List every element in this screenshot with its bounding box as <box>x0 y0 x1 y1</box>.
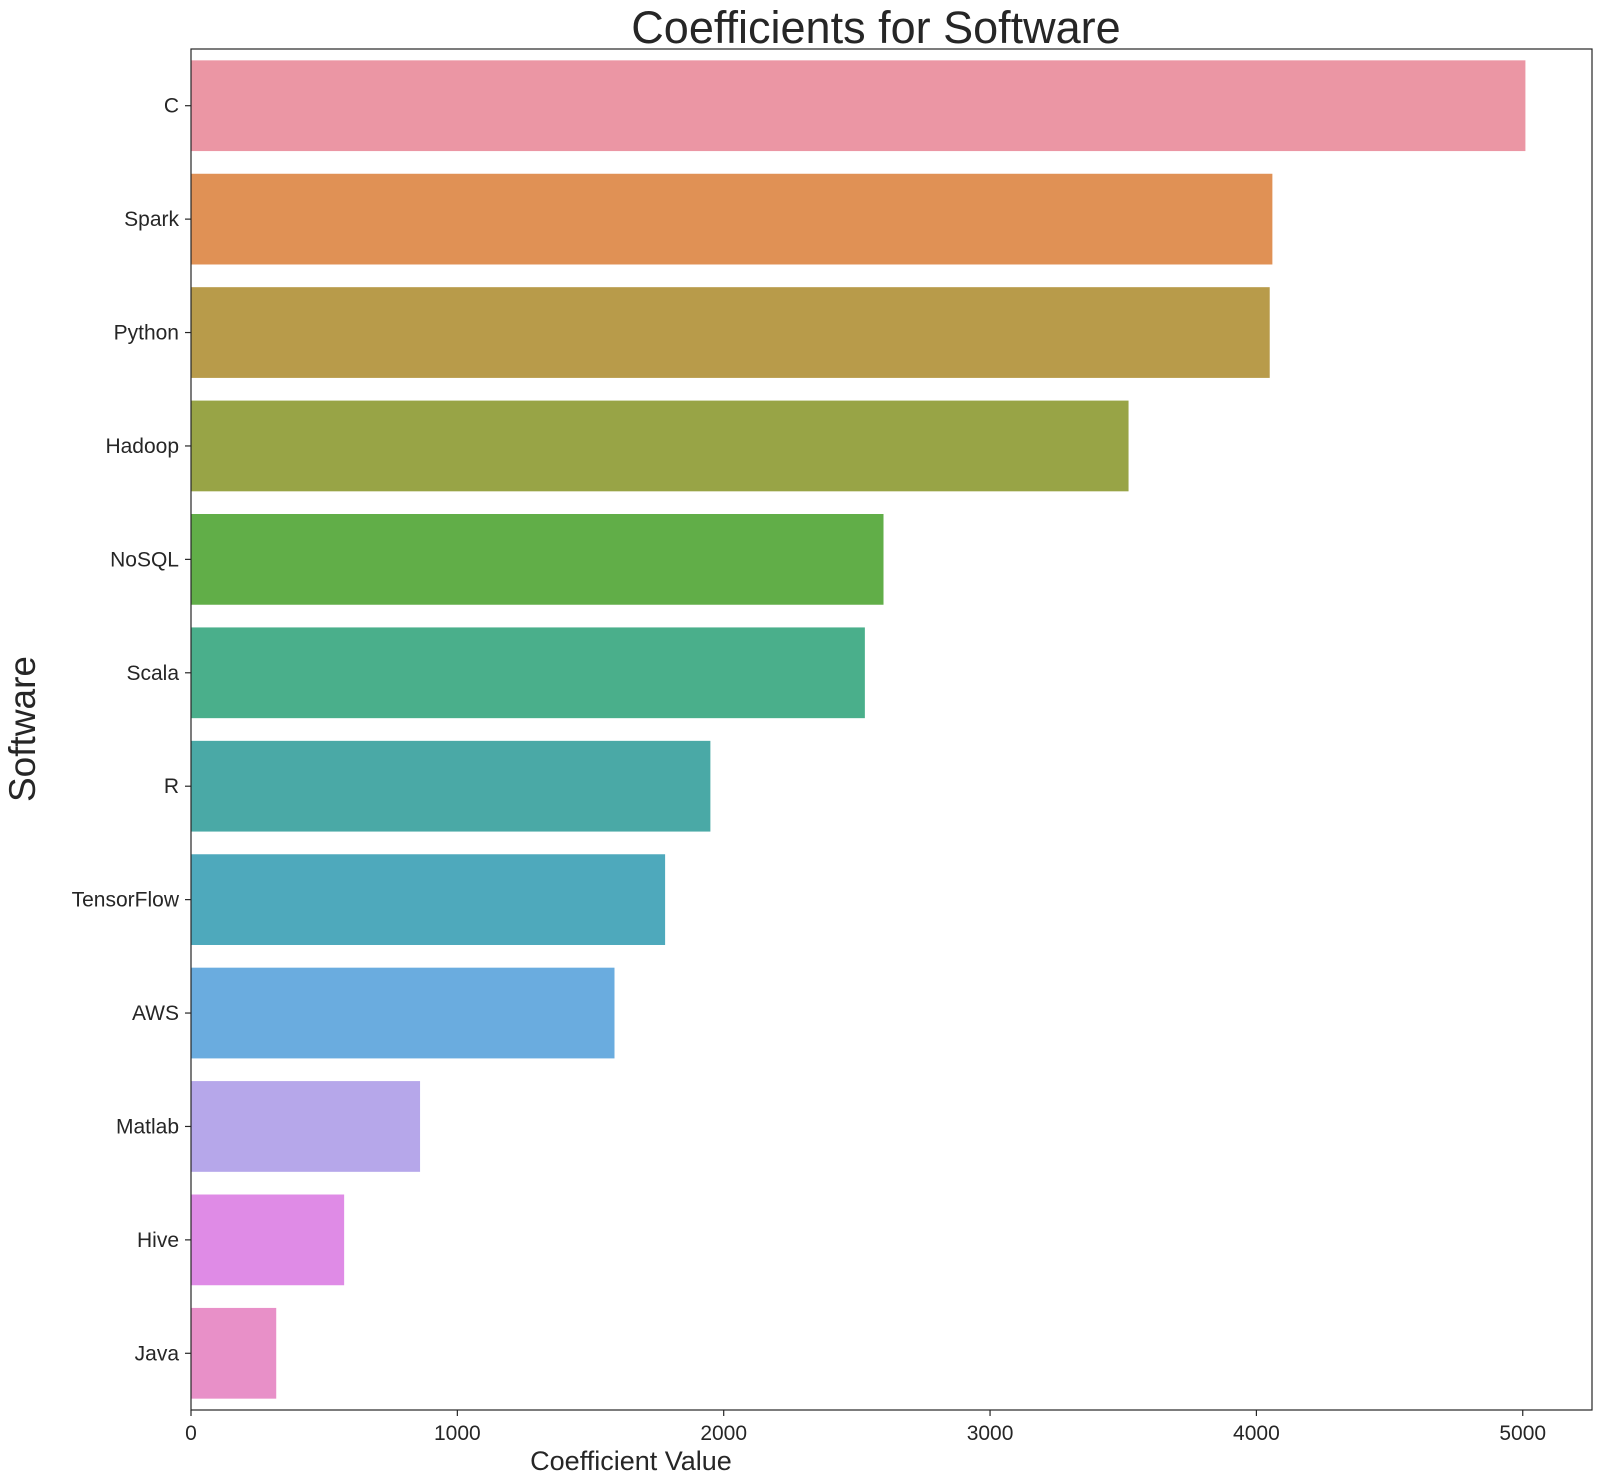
bar-spark <box>191 173 1273 265</box>
y-tick-label-aws: AWS <box>132 1002 179 1025</box>
bar-python <box>191 287 1270 378</box>
y-tick-label-tensorflow: TensorFlow <box>72 889 180 912</box>
y-axis-label: Software <box>2 656 43 802</box>
x-tick-label-2000: 2000 <box>700 1422 747 1445</box>
bar-scala <box>191 627 865 719</box>
y-tick-label-nosql: NoSQL <box>110 548 179 571</box>
y-tick-label-hadoop: Hadoop <box>105 435 179 458</box>
plot-frame <box>190 48 1593 1411</box>
bar-r <box>191 740 711 832</box>
bars-group <box>191 60 1526 1399</box>
bar-hive <box>191 1194 345 1286</box>
y-tick-label-hive: Hive <box>137 1229 179 1252</box>
y-tick-label-scala: Scala <box>126 662 179 685</box>
x-tick-label-3000: 3000 <box>967 1422 1014 1445</box>
bar-aws <box>191 967 615 1059</box>
bar-hadoop <box>191 400 1129 492</box>
y-tick-label-c: C <box>164 95 179 118</box>
x-tick-label-5000: 5000 <box>1499 1422 1546 1445</box>
chart-title: Coefficients for Software <box>631 2 1120 53</box>
x-tick-label-0: 0 <box>185 1422 197 1445</box>
bar-tensorflow <box>191 854 666 945</box>
bar-matlab <box>191 1081 421 1172</box>
bar-java <box>191 1307 277 1399</box>
y-tick-label-java: Java <box>135 1342 180 1365</box>
y-tick-label-r: R <box>164 775 179 798</box>
y-tick-label-python: Python <box>114 322 179 345</box>
bar-c <box>191 60 1526 152</box>
y-tick-label-matlab: Matlab <box>116 1115 179 1138</box>
y-tick-label-spark: Spark <box>124 208 179 231</box>
bar-nosql <box>191 514 884 605</box>
x-ticks-group: 0 1000 2000 3000 4000 5000 <box>185 1410 1546 1445</box>
x-tick-label-4000: 4000 <box>1233 1422 1280 1445</box>
x-axis-label: Coefficient Value <box>530 1446 732 1476</box>
y-ticks-group: C Spark Python Hadoop NoSQL Scala R TensorFlow A… <box>72 95 191 1365</box>
x-tick-label-1000: 1000 <box>434 1422 481 1445</box>
